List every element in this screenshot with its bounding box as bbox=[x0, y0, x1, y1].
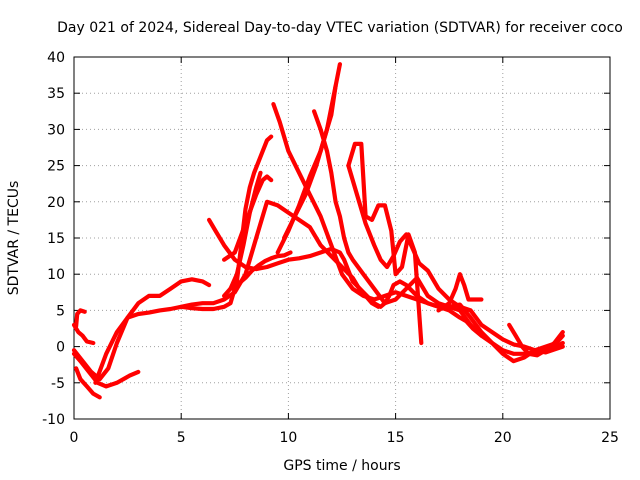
y-tick-label: 40 bbox=[47, 50, 65, 66]
series-trace-1 bbox=[71, 277, 212, 382]
x-tick-label: 25 bbox=[601, 430, 619, 446]
y-tick-label: 5 bbox=[56, 303, 65, 319]
y-tick-label: 0 bbox=[56, 340, 65, 356]
series-trace-19 bbox=[507, 322, 565, 358]
y-tick-label: -10 bbox=[42, 412, 65, 428]
y-tick-label: 25 bbox=[47, 159, 65, 175]
series-trace-14 bbox=[282, 62, 342, 241]
series-trace-11 bbox=[222, 174, 274, 262]
y-tick-label: 35 bbox=[47, 86, 65, 102]
series-trace-6 bbox=[93, 199, 381, 385]
series-trace-17 bbox=[346, 163, 565, 355]
y-axis-label: SDTVAR / TECUs bbox=[6, 181, 22, 296]
y-tick-label: 30 bbox=[47, 122, 65, 138]
series-trace-4 bbox=[71, 322, 96, 346]
y-tick-label: 15 bbox=[47, 231, 65, 247]
series-trace-3 bbox=[73, 366, 102, 400]
x-tick-label: 15 bbox=[387, 430, 405, 446]
x-tick-label: 0 bbox=[70, 430, 79, 446]
x-tick-label: 20 bbox=[494, 430, 512, 446]
series-trace-13 bbox=[312, 109, 565, 356]
series-group bbox=[71, 62, 565, 400]
x-axis-label: GPS time / hours bbox=[283, 458, 400, 474]
series-trace-2 bbox=[71, 351, 141, 389]
series-trace-8 bbox=[179, 134, 274, 312]
series-trace-18 bbox=[436, 272, 484, 313]
x-tick-label: 5 bbox=[177, 430, 186, 446]
series-trace-5 bbox=[73, 308, 87, 329]
series-trace-10 bbox=[228, 250, 293, 291]
chart-title: Day 021 of 2024, Sidereal Day-to-day VTE… bbox=[57, 20, 623, 36]
axis-ticks: 0 5 10 15 20 25 -10 -5 0 5 10 15 20 25 30 35 40 bbox=[42, 50, 619, 446]
y-tick-label: 10 bbox=[47, 267, 65, 283]
y-tick-label: 20 bbox=[47, 195, 65, 211]
series-trace-15 bbox=[275, 83, 338, 255]
x-tick-label: 10 bbox=[279, 430, 297, 446]
y-tick-label: -5 bbox=[51, 376, 65, 392]
